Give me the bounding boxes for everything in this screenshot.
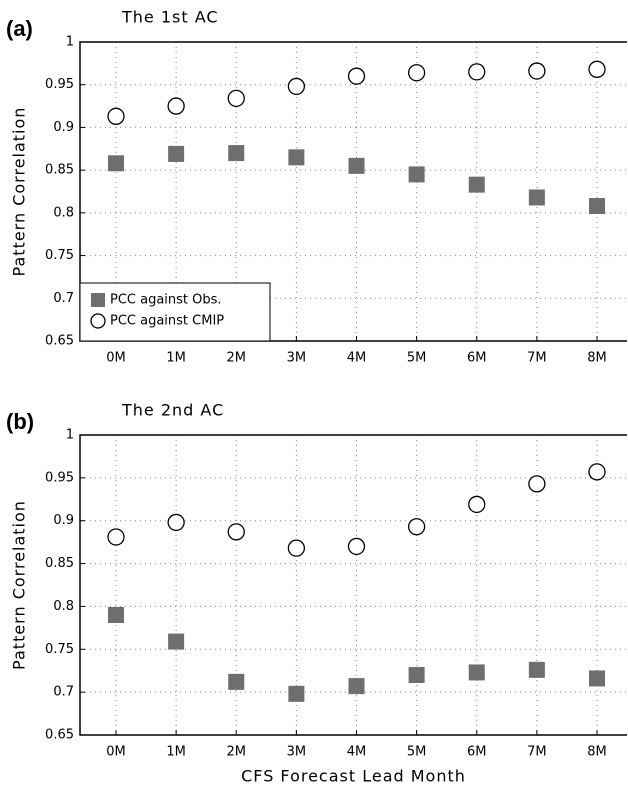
circle-marker [468, 63, 486, 81]
y-tick-label: 1 [66, 428, 74, 443]
x-tick-label: 3M [287, 745, 307, 760]
circle-marker [227, 89, 245, 108]
panel-label: (a) [6, 16, 33, 41]
circle-marker [347, 67, 366, 85]
circle-marker [407, 64, 426, 82]
legend-box [79, 282, 271, 342]
square-marker [108, 607, 124, 623]
y-tick-label: 0.7 [53, 291, 74, 306]
x-tick-label: 0M [106, 745, 126, 760]
square-marker [528, 189, 545, 206]
square-marker [468, 664, 485, 681]
square-marker [288, 685, 305, 702]
plot-frame [79, 434, 627, 736]
circle-marker [107, 107, 125, 125]
plot-frame [79, 41, 627, 342]
legend-label: PCC against Obs. [110, 293, 222, 308]
y-tick-label: 0.85 [45, 163, 74, 178]
square-marker [348, 157, 365, 174]
y-tick-label: 0.9 [53, 513, 74, 528]
square-marker [288, 149, 305, 166]
square-marker [468, 176, 485, 193]
y-axis-label: Pattern Correlation [10, 107, 29, 277]
x-tick-label: 1M [166, 745, 186, 760]
legend-marker [91, 293, 105, 307]
circle-marker [287, 539, 306, 557]
square-marker [108, 155, 124, 172]
square-marker [589, 670, 605, 687]
circle-marker [287, 77, 306, 96]
x-axis-label: CFS Forecast Lead Month [241, 767, 466, 786]
x-tick-label: 7M [527, 351, 547, 366]
x-tick-label: 8M [587, 745, 607, 760]
x-tick-label: 6M [467, 745, 487, 760]
x-tick-label: 4M [347, 745, 367, 760]
legend-marker [90, 313, 106, 329]
legend-label: PCC against CMIP [110, 314, 224, 329]
square-marker [228, 145, 245, 162]
circle-marker [588, 463, 606, 481]
circle-marker [107, 528, 125, 546]
circle-marker [468, 495, 486, 514]
y-tick-label: 0.65 [45, 728, 74, 743]
x-tick-label: 2M [227, 351, 247, 366]
y-tick-label: 0.65 [45, 334, 74, 349]
square-marker [408, 166, 425, 183]
y-tick-label: 0.95 [45, 470, 74, 485]
square-marker [168, 145, 185, 162]
square-marker [589, 198, 605, 215]
circle-marker [167, 97, 185, 115]
y-tick-label: 0.75 [45, 642, 74, 657]
x-tick-label: 5M [407, 351, 427, 366]
y-tick-label: 0.9 [53, 120, 74, 135]
x-tick-label: 4M [347, 351, 367, 366]
y-axis-label: Pattern Correlation [10, 500, 29, 670]
circle-marker [347, 537, 366, 556]
chart-title: The 1st AC [121, 8, 219, 27]
x-tick-label: 0M [106, 351, 126, 366]
circle-marker [588, 60, 606, 78]
panel-label: (b) [6, 409, 34, 434]
y-tick-label: 0.7 [53, 685, 74, 700]
square-marker [348, 678, 365, 695]
y-tick-label: 0.95 [45, 77, 74, 92]
square-marker [528, 661, 545, 678]
square-marker [408, 667, 425, 683]
y-tick-label: 1 [66, 35, 74, 50]
x-tick-label: 1M [166, 351, 186, 366]
x-tick-label: 2M [227, 745, 247, 760]
y-tick-label: 0.85 [45, 556, 74, 571]
y-tick-label: 0.8 [53, 599, 74, 614]
circle-marker [528, 475, 546, 493]
square-marker [168, 633, 185, 650]
circle-marker [227, 523, 245, 541]
x-tick-label: 7M [527, 745, 547, 760]
y-tick-label: 0.8 [53, 205, 74, 220]
circle-marker [528, 62, 546, 80]
x-tick-label: 6M [467, 351, 487, 366]
x-tick-label: 8M [587, 351, 607, 366]
square-marker [228, 673, 245, 690]
x-tick-label: 5M [407, 745, 427, 760]
circle-marker [407, 518, 426, 536]
chart-title: The 2nd AC [121, 401, 224, 420]
circle-marker [167, 513, 185, 532]
y-tick-label: 0.75 [45, 248, 74, 263]
x-tick-label: 3M [287, 351, 307, 366]
